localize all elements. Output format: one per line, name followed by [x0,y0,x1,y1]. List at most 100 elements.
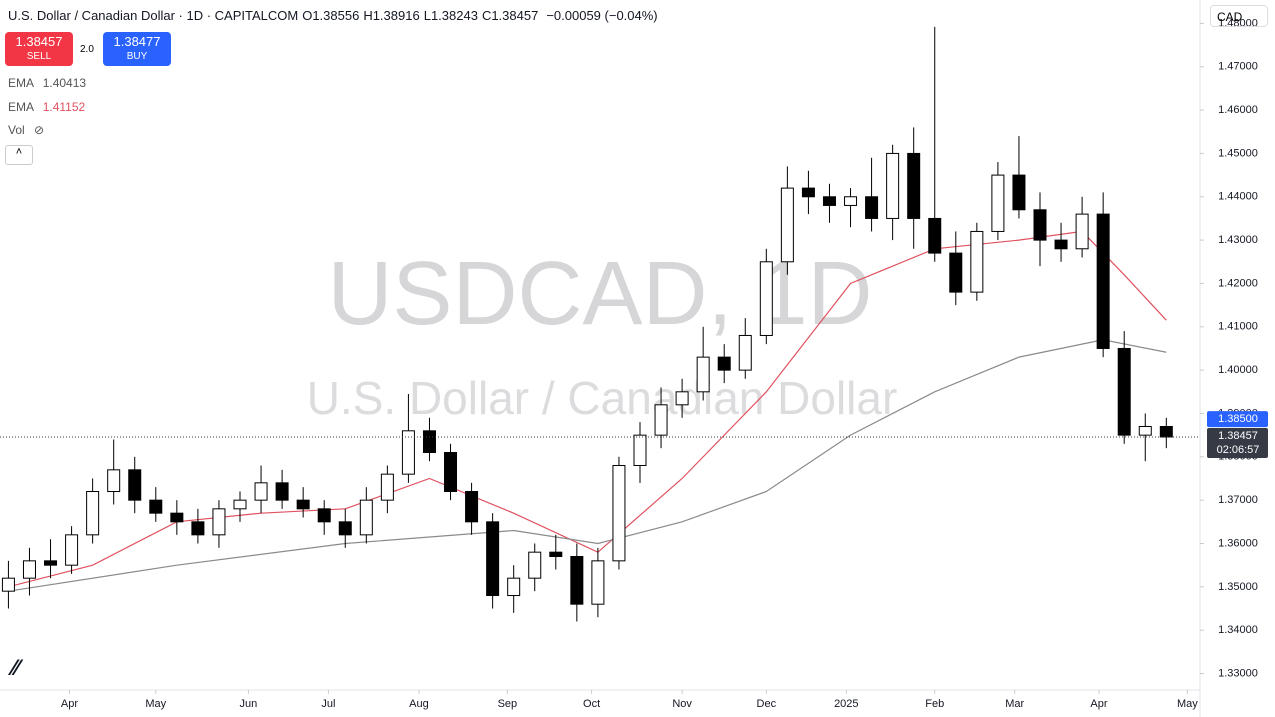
candle-body [886,152,900,219]
candle-body [1054,239,1068,250]
ohlc: O1.38556 H1.38916 L1.38243 C1.38457 [302,8,542,23]
candle-body [275,482,289,501]
candle-body [949,252,963,293]
y-tick-label: 1.36000 [1218,537,1258,549]
candle-body [401,430,415,475]
ohlc-label: L [423,8,431,23]
collapse-button[interactable]: ˄ [5,145,33,165]
header: U.S. Dollar / Canadian Dollar · 1D · CAP… [8,8,662,23]
candle-body [128,469,142,501]
sell-price: 1.38457 [15,34,63,49]
candle-body [107,469,121,492]
price-label: 1.38457 [1218,430,1258,442]
candle-body [738,334,752,371]
candle-body [759,261,773,336]
candle-body [549,551,563,558]
hide-icon[interactable]: ⊘ [34,123,45,137]
buy-price: 1.38477 [113,34,161,49]
y-tick-label: 1.41000 [1218,321,1258,333]
candle-body [801,187,815,198]
indicator-name: Vol [8,123,25,137]
indicator-value: 1.40413 [42,76,87,90]
indicator[interactable]: EMA 1.41152 [8,100,85,114]
candle-body [1012,174,1026,211]
y-tick-label: 1.37000 [1218,494,1258,506]
candle-body [170,512,184,523]
candle-body [1,577,15,592]
ohlc-label: C [481,8,492,23]
candle-body [970,230,984,293]
candle-body [528,551,542,579]
spread: 2.0 [80,44,94,55]
buy-label: BUY [126,51,148,62]
ohlc-label: H [363,8,373,23]
candle-body [696,356,710,393]
candle-body [212,508,226,536]
candle-body [86,490,100,536]
candle-body [654,404,668,436]
candle-body [254,482,268,501]
x-tick-label: May [1177,698,1198,710]
x-tick-label: Mar [1005,698,1024,710]
x-tick-label: Apr [61,698,78,710]
candle-body [380,473,394,501]
price-label: 1.38500 [1218,413,1258,425]
candle-body [675,391,689,406]
y-tick-label: 1.46000 [1218,104,1258,116]
y-tick-label: 1.44000 [1218,191,1258,203]
y-tick-label: 1.34000 [1218,624,1258,636]
candle-body [44,560,58,566]
x-tick-label: Apr [1090,698,1107,710]
indicator-name: EMA [8,100,34,114]
candle-body [570,556,584,605]
buy-button[interactable]: 1.38477 BUY [103,32,171,66]
price-timer: 02:06:57 [1217,444,1260,456]
ohlc-value: 1.38916 [372,8,420,23]
x-tick-label: Nov [672,698,692,710]
y-tick-label: 1.35000 [1218,581,1258,593]
change: −0.00059 (−0.04%) [546,8,658,23]
candle-body [1075,213,1089,250]
ohlc-value: 1.38243 [430,8,478,23]
y-tick-label: 1.42000 [1218,277,1258,289]
x-tick-label: Aug [409,698,429,710]
symbol-title: U.S. Dollar / Canadian Dollar · 1D · CAP… [8,8,299,23]
ema-line [8,339,1167,592]
candle-body [149,499,163,514]
candle-body [780,187,794,263]
candle-body [65,534,79,566]
candle-body [612,464,626,562]
sell-label: SELL [26,51,52,62]
candle-body [822,196,836,206]
indicator[interactable]: Vol ⊘ [8,123,44,137]
candle-body [928,217,942,254]
candle-body [633,434,647,466]
candle-body [1159,425,1173,438]
candle-body [1138,425,1152,436]
candle-body [717,356,731,371]
candle-body [465,490,479,523]
candle-body [233,499,247,510]
watermark-sub: U.S. Dollar / Canadian Dollar [307,372,898,424]
currency-select[interactable]: CAD [1210,5,1268,27]
indicator-value: 1.41152 [42,100,86,114]
candle-body [591,560,605,605]
price-label-box [1207,411,1268,428]
sell-button[interactable]: 1.38457 SELL [5,32,73,66]
candle-body [844,196,858,206]
indicator[interactable]: EMA 1.40413 [8,76,86,90]
ohlc-value: 1.38556 [312,8,360,23]
logo: ⁄⁄ [7,655,24,680]
candle-body [865,196,879,219]
x-tick-label: May [145,698,166,710]
y-tick-label: 1.33000 [1218,667,1258,679]
indicator-name: EMA [8,76,34,90]
candle-body [1117,347,1131,436]
y-tick-label: 1.40000 [1218,364,1258,376]
candle-body [1033,209,1047,241]
candle-body [359,499,373,536]
ohlc-value: 1.38457 [491,8,539,23]
y-tick-label: 1.43000 [1218,234,1258,246]
